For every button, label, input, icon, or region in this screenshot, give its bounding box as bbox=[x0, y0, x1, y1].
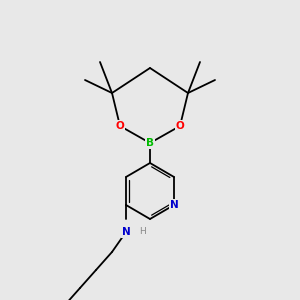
Text: O: O bbox=[176, 121, 184, 131]
Text: O: O bbox=[116, 121, 124, 131]
Text: H: H bbox=[140, 227, 146, 236]
Text: B: B bbox=[146, 138, 154, 148]
Text: N: N bbox=[122, 227, 130, 237]
Text: N: N bbox=[169, 200, 178, 210]
